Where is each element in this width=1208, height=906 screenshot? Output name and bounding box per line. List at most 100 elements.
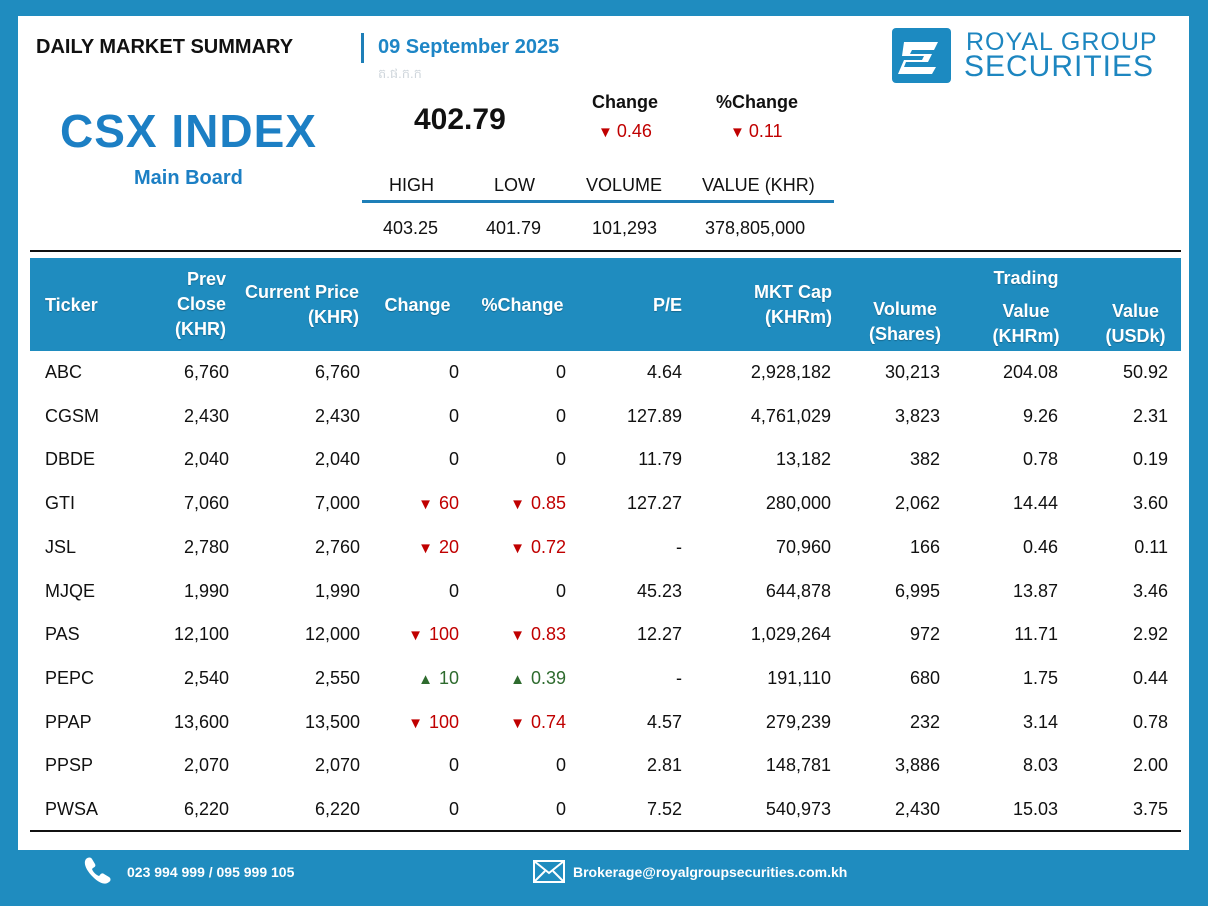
index-name: CSX INDEX bbox=[60, 105, 317, 157]
cell-pchg: ▼ 0.72 bbox=[510, 537, 566, 558]
cell-text: 1.75 bbox=[1022, 667, 1058, 688]
cell-vol: 680 bbox=[910, 668, 940, 689]
cell-text: 4.64 bbox=[646, 362, 682, 382]
cell-chg: ▲ 10 bbox=[418, 668, 459, 689]
cell-cur: 2,040 bbox=[315, 449, 360, 470]
cell-pe: 4.64 bbox=[647, 362, 682, 383]
cell-ticker: ABC bbox=[45, 362, 82, 383]
cell-vusd: 0.78 bbox=[1133, 712, 1168, 733]
cell-text: 0 bbox=[555, 755, 566, 776]
cell-mktcap: 644,878 bbox=[766, 581, 831, 602]
cell-mktcap: 70,960 bbox=[776, 537, 831, 558]
cell-pe: - bbox=[676, 668, 682, 689]
index-change: ▼ 0.46 bbox=[598, 121, 652, 142]
cell-text: 3,823 bbox=[894, 405, 940, 426]
down-triangle-icon: ▼ bbox=[510, 496, 525, 514]
cell-pchg: ▲ 0.39 bbox=[510, 668, 566, 689]
cell-text: 0.83 bbox=[530, 624, 566, 645]
cell-vkhr: 14.44 bbox=[1013, 493, 1058, 514]
table-row: PPSP 2,070 2,070 0 0 2.81 148,781 3,886 8.03 2.00 bbox=[30, 745, 1181, 788]
footer-email[interactable]: Brokerage@royalgroupsecurities.com.kh bbox=[573, 864, 848, 880]
cell-cur: 6,220 bbox=[315, 799, 360, 820]
table-row: PPAP 13,600 13,500 ▼ 100 ▼ 0.74 4.57 279,239 232 3… bbox=[30, 702, 1181, 745]
down-triangle-icon: ▼ bbox=[408, 714, 423, 732]
cell-text: 2,540 bbox=[183, 667, 229, 688]
cell-mktcap: 540,973 bbox=[766, 799, 831, 820]
index-pchange-value: 0.11 bbox=[748, 121, 783, 141]
cell-cur: 2,070 bbox=[315, 755, 360, 776]
cell-ticker: PPAP bbox=[45, 712, 92, 733]
cell-vkhr: 9.26 bbox=[1023, 406, 1058, 427]
cell-vkhr: 15.03 bbox=[1013, 799, 1058, 820]
table-row: GTI 7,060 7,000 ▼ 60 ▼ 0.85 127.27 280,000 2,062 1… bbox=[30, 483, 1181, 526]
cell-text: 6,995 bbox=[894, 580, 940, 601]
cell-text: 204.08 bbox=[1002, 362, 1058, 382]
cell-text: 2,760 bbox=[314, 536, 360, 557]
cell-vusd: 2.31 bbox=[1133, 406, 1168, 427]
down-triangle-icon: ▼ bbox=[408, 627, 423, 645]
cell-text: 1,990 bbox=[314, 580, 360, 601]
cell-mktcap: 191,110 bbox=[767, 668, 831, 689]
cell-text: GTI bbox=[45, 493, 75, 514]
cell-text: PAS bbox=[45, 624, 80, 645]
down-triangle-icon: ▼ bbox=[510, 539, 525, 557]
cell-vol: 972 bbox=[910, 624, 940, 645]
cell-ticker: DBDE bbox=[45, 449, 95, 470]
cell-text: 2,040 bbox=[314, 449, 360, 470]
cell-text: 191,110 bbox=[767, 667, 831, 688]
col-prev-line1: Prev bbox=[186, 269, 226, 289]
cell-text: 3.46 bbox=[1132, 580, 1168, 601]
cell-pe: - bbox=[676, 537, 682, 558]
report-date: 09 September 2025 bbox=[378, 36, 560, 58]
cell-text: 0.78 bbox=[1132, 711, 1168, 732]
col-volume-line1: Volume bbox=[873, 299, 937, 319]
board-name: Main Board bbox=[134, 167, 243, 189]
index-change-label: Change bbox=[592, 92, 659, 112]
cell-prev: 2,540 bbox=[184, 668, 229, 689]
stat-header-high: HIGH bbox=[389, 175, 434, 195]
cell-text: 0 bbox=[448, 580, 459, 601]
brand-name-line2: SECURITIES bbox=[964, 50, 1155, 83]
title-separator bbox=[361, 33, 364, 63]
cell-chg: 0 bbox=[449, 406, 459, 427]
col-prev-line2: Close bbox=[176, 294, 226, 314]
cell-prev: 7,060 bbox=[184, 493, 229, 514]
cell-text: 680 bbox=[909, 667, 940, 688]
cell-pe: 127.27 bbox=[627, 493, 682, 514]
footer-phone[interactable]: 023 994 999 / 095 999 105 bbox=[127, 864, 295, 880]
cell-ticker: GTI bbox=[45, 493, 75, 514]
cell-text: 2,070 bbox=[314, 755, 360, 776]
cell-cur: 6,760 bbox=[315, 362, 360, 383]
table-row: ABC 6,760 6,760 0 0 4.64 2,928,182 30,213 204.08… bbox=[30, 352, 1181, 395]
cell-pe: 12.27 bbox=[637, 624, 682, 645]
cell-pchg: 0 bbox=[556, 449, 566, 470]
cell-pchg: ▼ 0.85 bbox=[510, 493, 566, 514]
cell-text: PPSP bbox=[45, 755, 94, 776]
cell-vusd: 3.75 bbox=[1133, 799, 1168, 820]
cell-pe: 11.79 bbox=[638, 449, 682, 470]
cell-text: 7.52 bbox=[646, 799, 682, 819]
cell-pe: 7.52 bbox=[647, 799, 682, 820]
cell-text: 12,100 bbox=[173, 624, 229, 645]
cell-vkhr: 13.87 bbox=[1013, 581, 1058, 602]
cell-pe: 45.23 bbox=[637, 581, 682, 602]
cell-text: ABC bbox=[45, 362, 83, 382]
cell-vkhr: 0.78 bbox=[1023, 449, 1058, 470]
cell-pe: 4.57 bbox=[647, 712, 682, 733]
cell-text: 232 bbox=[909, 711, 940, 732]
cell-text: 0 bbox=[448, 755, 459, 776]
cell-mktcap: 13,182 bbox=[776, 449, 831, 470]
col-value-khr-line2: (KHRm) bbox=[992, 326, 1060, 346]
cell-text: 13.87 bbox=[1012, 580, 1058, 601]
cell-text: 6,760 bbox=[183, 362, 229, 382]
cell-prev: 2,780 bbox=[184, 537, 229, 558]
cell-text: 2,430 bbox=[894, 799, 940, 819]
cell-text: 0 bbox=[555, 405, 566, 426]
cell-text: 0 bbox=[448, 362, 459, 382]
cell-cur: 1,990 bbox=[315, 581, 360, 602]
stat-header-value: VALUE (KHR) bbox=[702, 175, 815, 195]
up-triangle-icon: ▲ bbox=[510, 670, 525, 688]
report-title: DAILY MARKET SUMMARY bbox=[36, 36, 294, 58]
col-cur-line1: Current Price bbox=[244, 282, 359, 302]
down-triangle-icon: ▼ bbox=[730, 124, 745, 141]
